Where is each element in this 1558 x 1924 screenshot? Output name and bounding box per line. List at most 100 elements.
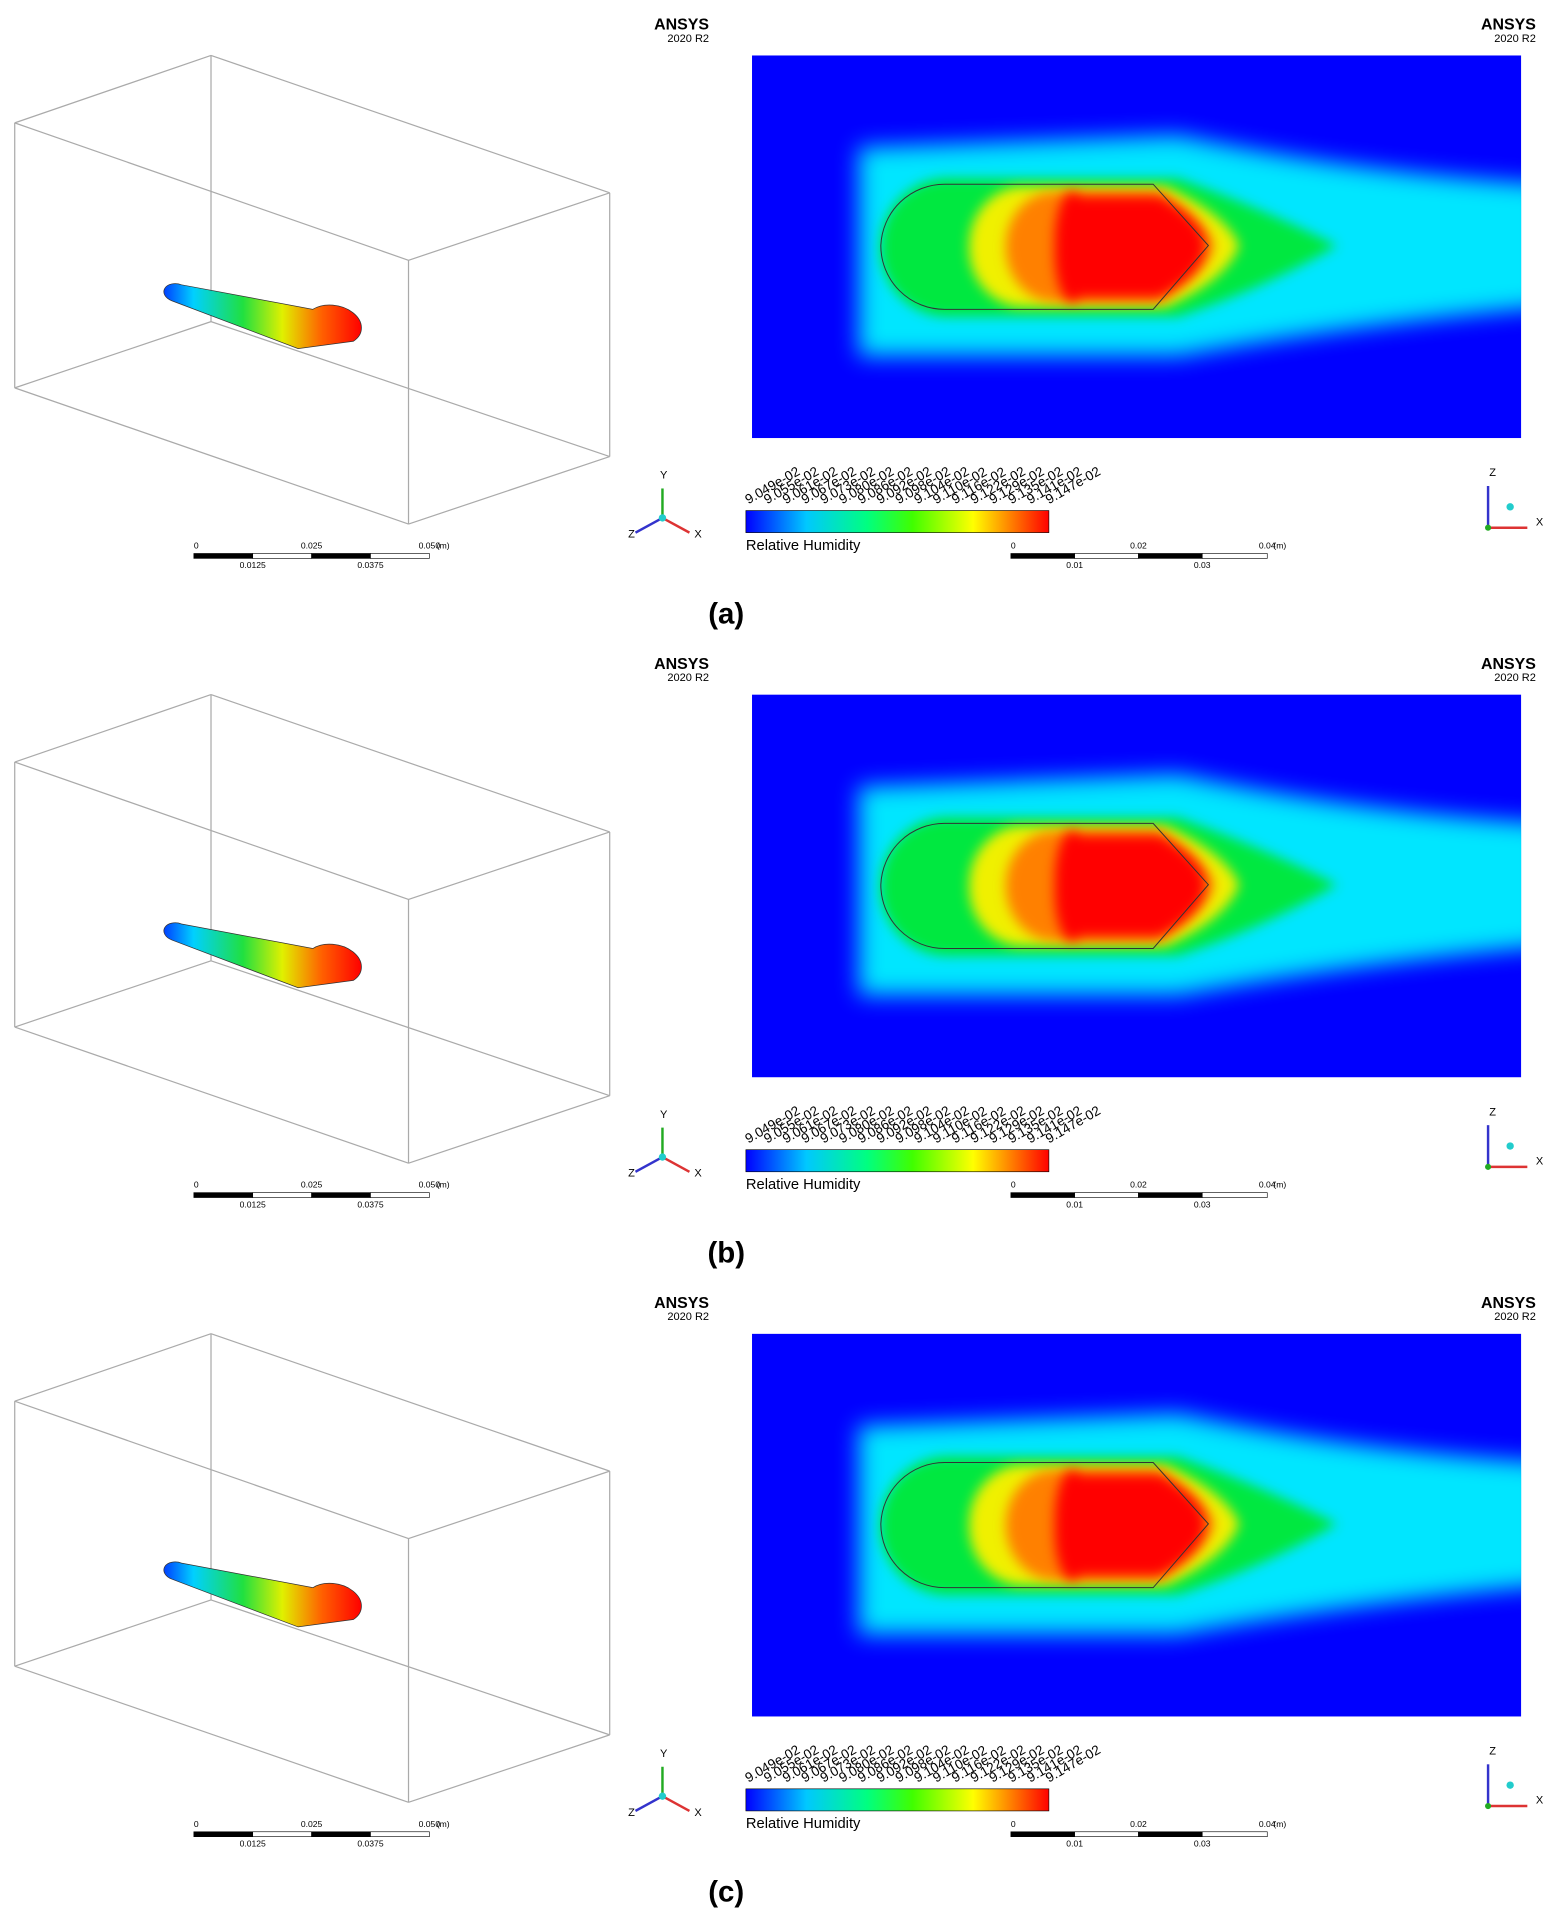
axis-label: Z bbox=[1489, 467, 1496, 479]
axis-label: X bbox=[1536, 1795, 1544, 1807]
box-edge bbox=[408, 1095, 610, 1164]
version: 2020 R2 bbox=[1494, 672, 1536, 684]
panel-label: (c) bbox=[708, 1876, 744, 1909]
brand: ANSYS bbox=[1481, 656, 1536, 673]
scale-label: 0.01 bbox=[1066, 560, 1083, 570]
box-edge bbox=[210, 1599, 610, 1736]
box-edge bbox=[408, 192, 610, 261]
scale-unit: (m) bbox=[437, 541, 450, 551]
scale-label: 0.03 bbox=[1194, 1839, 1211, 1849]
scale-segment bbox=[311, 1192, 371, 1198]
scale-segment bbox=[1138, 1192, 1203, 1198]
colorbar bbox=[745, 1788, 1050, 1812]
scale-segment bbox=[370, 1192, 430, 1198]
panel-label: (a) bbox=[708, 597, 744, 630]
box-edge bbox=[14, 1665, 409, 1803]
brand: ANSYS bbox=[654, 1295, 709, 1312]
scale-label: 0.0375 bbox=[357, 1199, 383, 1209]
scale-segment bbox=[193, 553, 254, 559]
scale-label: 0.04 bbox=[1259, 1819, 1276, 1829]
scale-segment bbox=[1201, 1192, 1268, 1198]
scale-label: 0.050 bbox=[419, 541, 441, 551]
scale-segment bbox=[311, 1831, 371, 1837]
scale-segment bbox=[193, 1192, 254, 1198]
scale-segment bbox=[1074, 1831, 1139, 1837]
box-edge bbox=[14, 960, 212, 1028]
contour-plot bbox=[752, 694, 1522, 1078]
version: 2020 R2 bbox=[1494, 1311, 1536, 1323]
body-outline bbox=[880, 1462, 1210, 1589]
scale-segment bbox=[193, 1831, 254, 1837]
scale-label: 0.0375 bbox=[357, 1839, 383, 1849]
scale-label: 0.04 bbox=[1259, 541, 1276, 551]
scale-label: 0.0125 bbox=[240, 1199, 266, 1209]
scale-label: 0.050 bbox=[419, 1180, 441, 1190]
box-edge bbox=[408, 455, 610, 525]
box-edge bbox=[210, 1333, 610, 1472]
axis-x bbox=[661, 1155, 691, 1173]
box-edge bbox=[210, 960, 610, 1097]
scale-label: 0.0375 bbox=[357, 560, 383, 570]
zone-red bbox=[1054, 1469, 1205, 1581]
scale-label: 0 bbox=[194, 541, 199, 551]
scale-segment bbox=[1138, 1831, 1203, 1837]
contour-plot bbox=[752, 1333, 1522, 1717]
colorbar bbox=[745, 510, 1050, 533]
box-edge bbox=[14, 1599, 212, 1667]
contour-plot bbox=[752, 55, 1522, 439]
disk-contour bbox=[163, 922, 362, 989]
axis-label: Y bbox=[660, 470, 668, 482]
scale-segment bbox=[1201, 553, 1268, 559]
scale-segment bbox=[1138, 553, 1203, 559]
zone-red bbox=[1054, 191, 1205, 303]
axis-label: X bbox=[1536, 1155, 1544, 1167]
colorbar-title: Relative Humidity bbox=[746, 1816, 861, 1832]
scale-label: 0.050 bbox=[419, 1819, 441, 1829]
axis-label: Y bbox=[660, 1109, 668, 1121]
scale-unit: (m) bbox=[1273, 1180, 1286, 1190]
axis-label: Z bbox=[628, 1807, 635, 1819]
triad-origin bbox=[658, 1153, 667, 1161]
scale-segment bbox=[1010, 553, 1075, 559]
scale-segment bbox=[1010, 1831, 1075, 1837]
version: 2020 R2 bbox=[667, 672, 709, 684]
axis-label: Z bbox=[628, 529, 635, 541]
axis-label: X bbox=[694, 1168, 702, 1180]
axis-x bbox=[661, 516, 691, 534]
triad-origin bbox=[658, 1792, 667, 1800]
box-edge bbox=[14, 321, 212, 389]
box-edge bbox=[210, 321, 610, 458]
axis-label: Y bbox=[660, 1748, 668, 1760]
triad-dot bbox=[1506, 1142, 1514, 1150]
scale-label: 0 bbox=[194, 1180, 199, 1190]
axis-label: X bbox=[694, 1807, 702, 1819]
scale-label: 0.03 bbox=[1194, 1199, 1211, 1209]
brand: ANSYS bbox=[654, 17, 709, 34]
scale-label: 0.0125 bbox=[240, 560, 266, 570]
scale-label: 0 bbox=[194, 1819, 199, 1829]
axis-z bbox=[634, 1155, 664, 1173]
brand: ANSYS bbox=[654, 656, 709, 673]
triad-dot bbox=[1506, 1781, 1514, 1789]
triad-dot bbox=[1506, 503, 1514, 511]
box-edge bbox=[14, 693, 212, 763]
scale-label: 0.01 bbox=[1066, 1839, 1083, 1849]
scale-unit: (m) bbox=[1273, 541, 1286, 551]
scale-unit: (m) bbox=[1273, 1819, 1286, 1829]
scale-label: 0.025 bbox=[301, 541, 323, 551]
axis-z bbox=[634, 1795, 664, 1813]
scale-label: 0 bbox=[1011, 1180, 1016, 1190]
scale-unit: (m) bbox=[437, 1819, 450, 1829]
scale-segment bbox=[252, 1192, 312, 1198]
scale-segment bbox=[1074, 1192, 1139, 1198]
colorbar-title: Relative Humidity bbox=[746, 1177, 861, 1193]
box-edge bbox=[14, 1333, 212, 1402]
scale-label: 0.0125 bbox=[240, 1839, 266, 1849]
box-edge bbox=[14, 387, 409, 525]
version: 2020 R2 bbox=[667, 33, 709, 45]
scale-unit: (m) bbox=[437, 1180, 450, 1190]
scale-label: 0.02 bbox=[1130, 1819, 1147, 1829]
